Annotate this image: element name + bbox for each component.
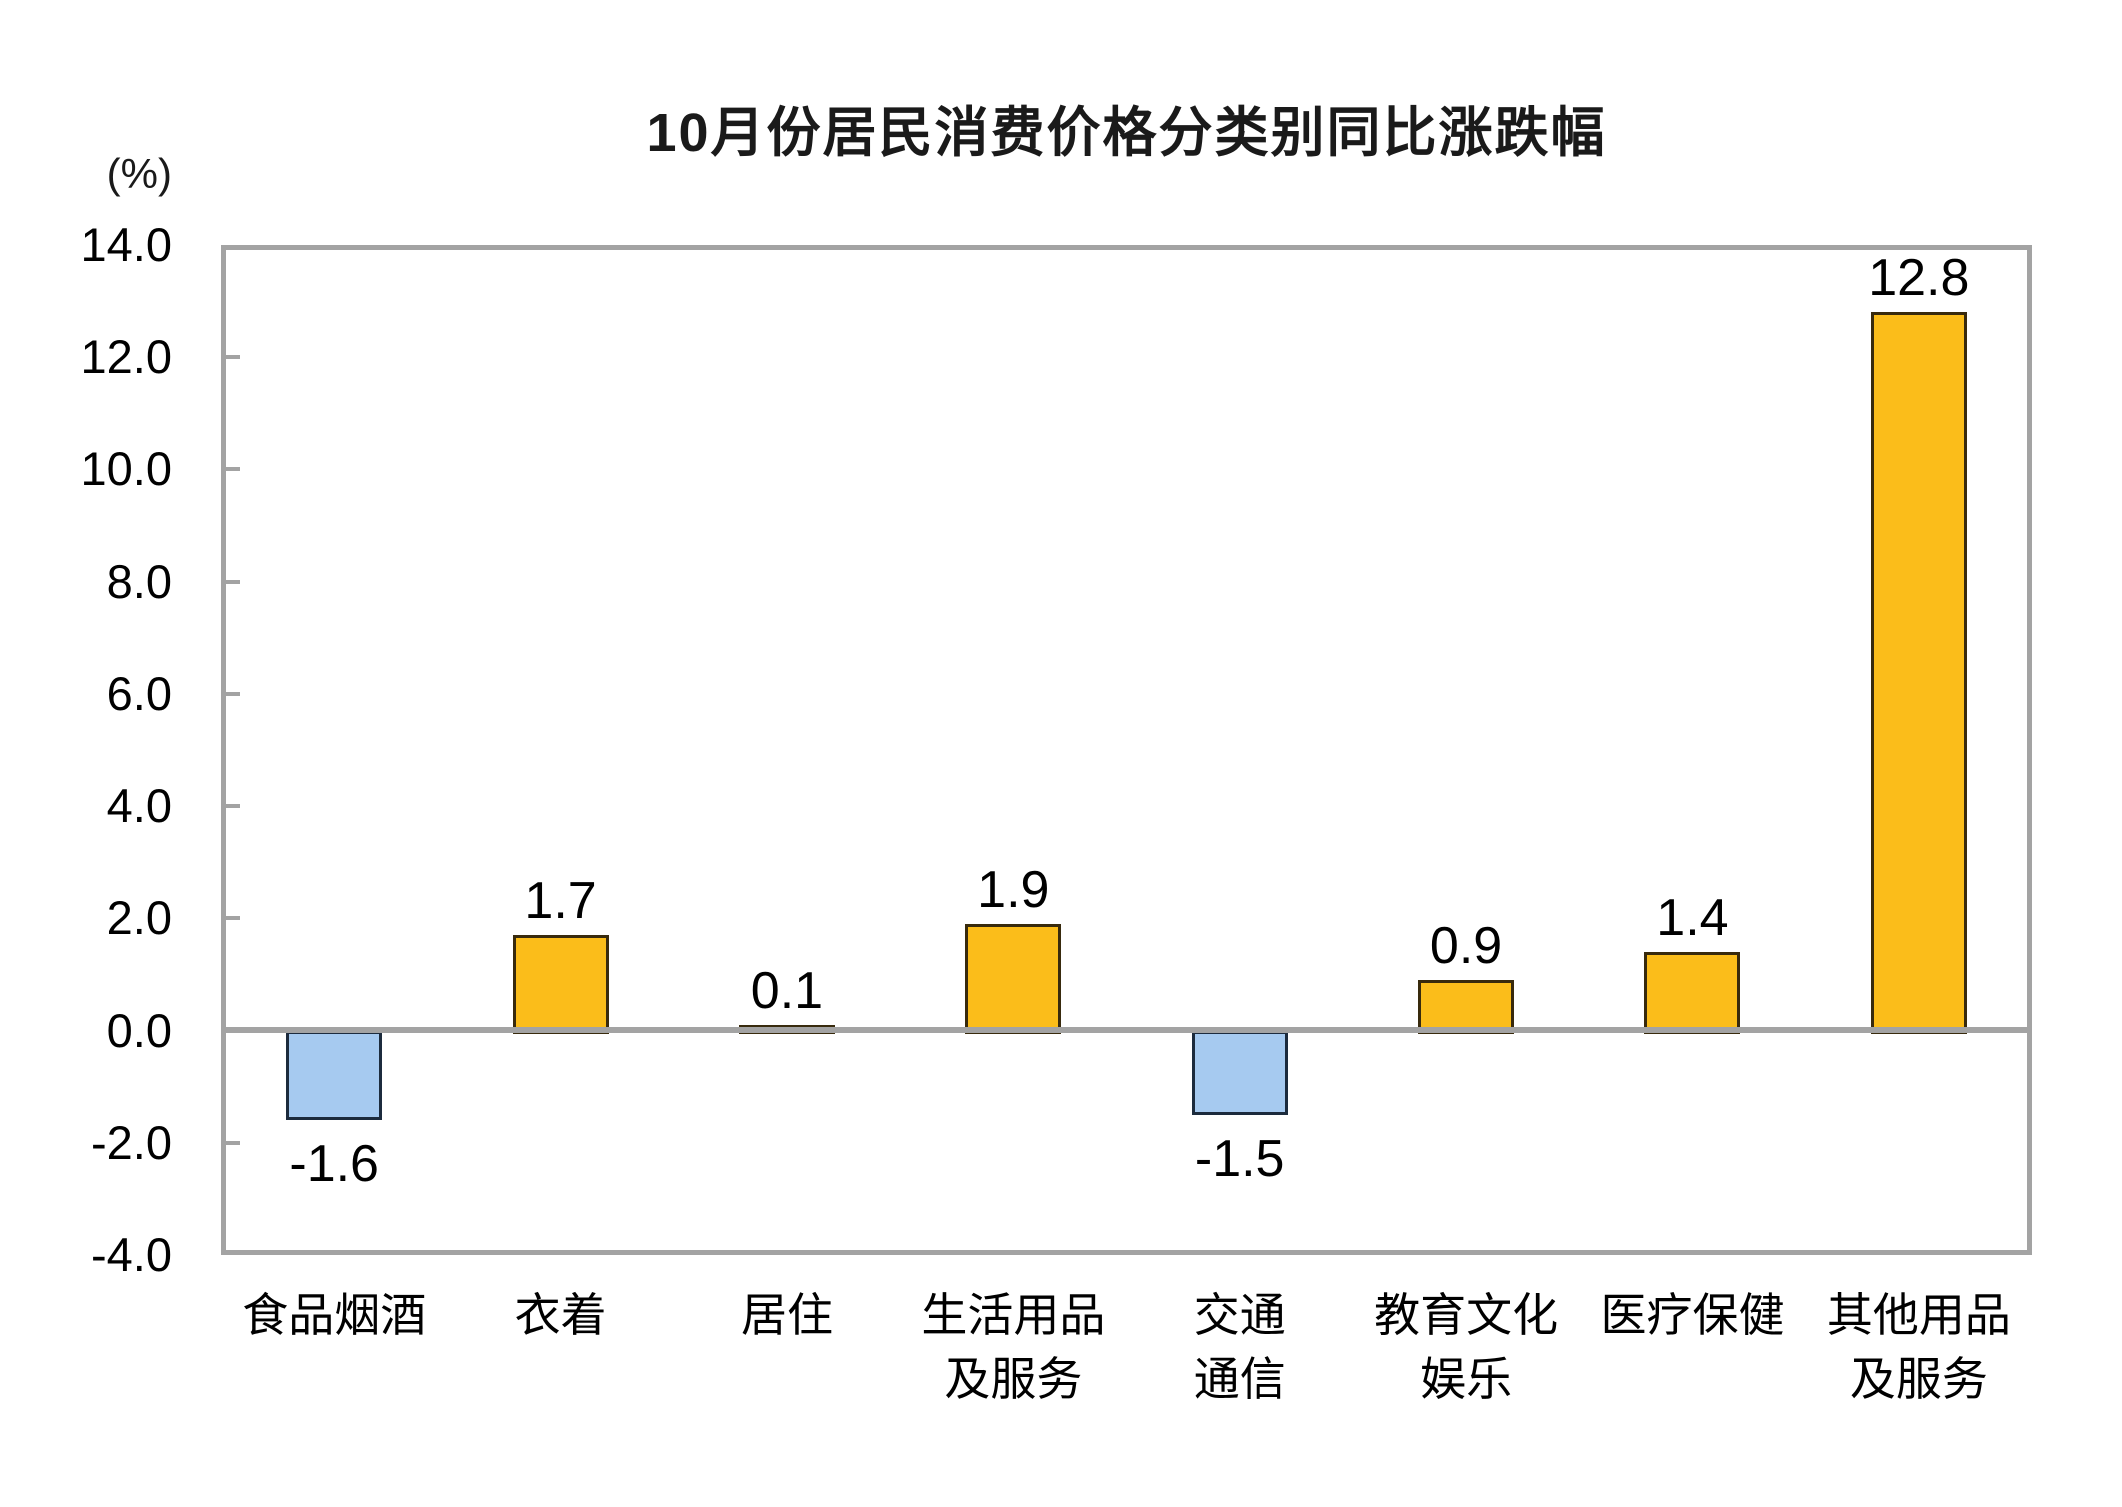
plot-area [221,245,2032,1255]
x-category-label-line: 及服务 [944,1353,1083,1405]
x-category-label-line: 交通 [1193,1289,1286,1341]
x-category-label-line: 其他用品 [1826,1289,2011,1341]
y-tick-label: 10.0 [80,442,172,496]
bar-医疗保健 [1644,952,1741,1034]
y-tick-mark [226,355,240,360]
y-tick-label: -2.0 [91,1115,172,1169]
bar-生活用品及服务 [965,923,1062,1034]
data-label: 0.1 [750,961,824,1020]
data-label: 1.7 [524,872,597,931]
x-category-label: 衣着 [447,1283,673,1347]
y-tick-mark [226,467,240,472]
zero-baseline [221,1027,2032,1033]
y-tick-mark [226,916,240,921]
x-category-label: 生活用品 及服务 [900,1283,1126,1411]
bar-交通通信 [1191,1030,1288,1115]
x-category-label: 居住 [674,1283,900,1347]
y-tick-label: 4.0 [106,779,172,833]
data-label: 0.9 [1429,917,1503,976]
chart-title: 10月份居民消费价格分类别同比涨跌幅 [646,103,1607,163]
y-tick-label: 14.0 [80,218,172,271]
x-category-label-line: 及服务 [1849,1353,1988,1405]
data-label: -1.5 [1194,1129,1285,1188]
y-tick-label: 12.0 [80,330,172,384]
bar-食品烟酒 [286,1030,383,1121]
x-category-label-line: 食品烟酒 [242,1289,427,1341]
data-label: 1.9 [977,860,1050,919]
x-category-label: 其他用品 及服务 [1806,1283,2032,1411]
x-category-label: 医疗保健 [1579,1283,1805,1347]
data-label: 1.4 [1656,889,1729,947]
y-tick-label: 2.0 [106,891,172,945]
y-tick-mark [226,1140,240,1145]
bar-衣着 [512,935,609,1034]
x-category-label-line: 医疗保健 [1600,1289,1785,1341]
y-tick-mark [226,579,240,584]
y-tick-label: 6.0 [106,666,172,720]
y-tick-mark [226,804,240,809]
x-category-label-line: 娱乐 [1420,1353,1513,1405]
bar-其他用品及服务 [1870,312,1967,1034]
data-label: 12.8 [1868,249,1970,308]
x-category-label-line: 通信 [1193,1353,1286,1405]
y-axis-unit-label: (%) [106,150,172,197]
data-label: -1.6 [289,1135,379,1194]
y-tick-label: -4.0 [91,1228,172,1281]
x-category-label: 交通 通信 [1127,1283,1353,1411]
x-category-label-line: 居住 [740,1289,833,1341]
y-tick-label: 8.0 [106,554,172,608]
x-category-label: 食品烟酒 [221,1283,447,1347]
y-tick-mark [226,691,240,696]
x-category-label-line: 衣着 [514,1289,607,1341]
x-category-label-line: 生活用品 [921,1289,1106,1341]
x-category-label-line: 教育文化 [1374,1289,1559,1341]
x-category-label: 教育文化 娱乐 [1353,1283,1579,1411]
y-tick-label: 0.0 [106,1003,172,1057]
bar-教育文化娱乐 [1418,980,1515,1034]
